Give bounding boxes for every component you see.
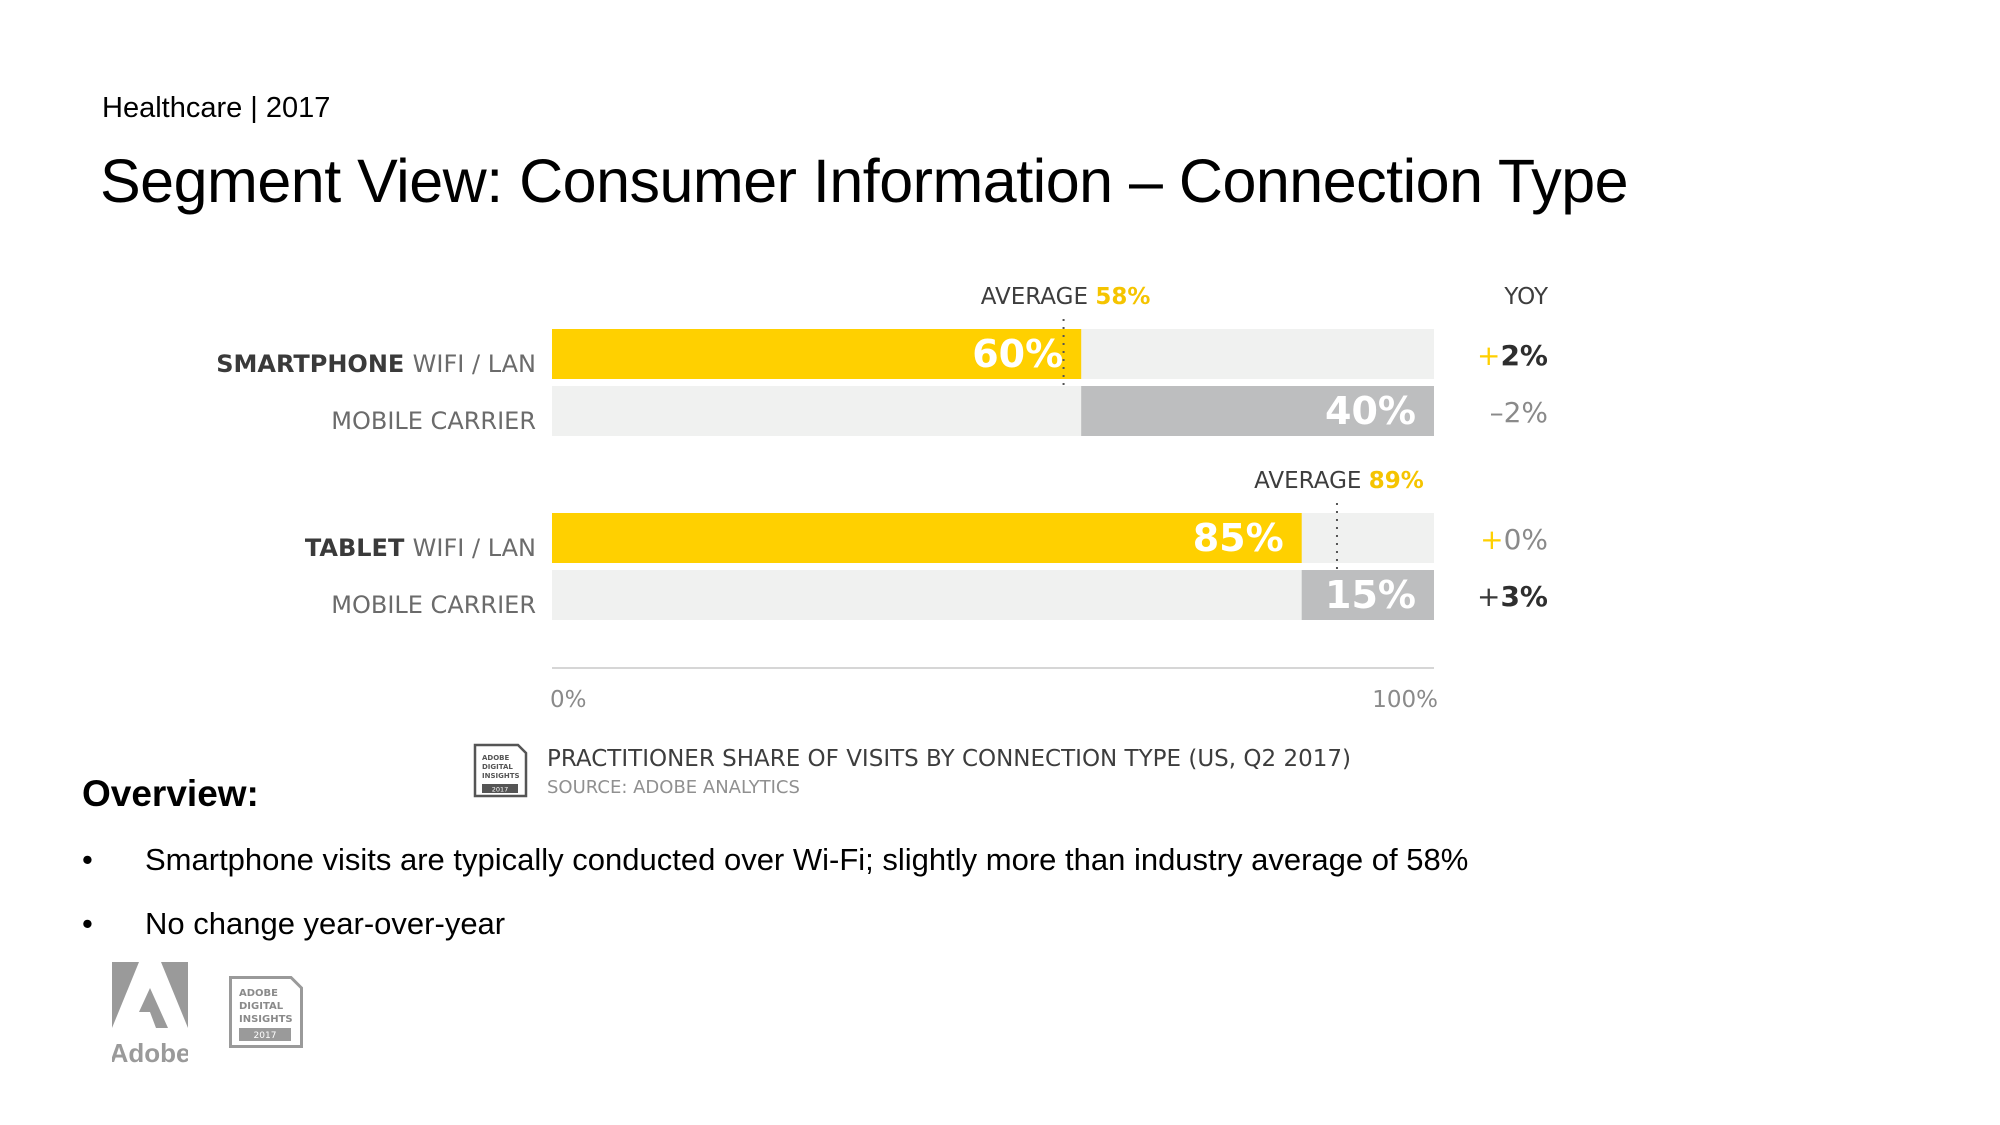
svg-text:DIGITAL: DIGITAL <box>482 763 513 771</box>
device-name: SMARTPHONE <box>216 350 412 378</box>
adobe-logo-icon: Adobe <box>112 962 188 1066</box>
page-title: Segment View: Consumer Information – Con… <box>100 147 1629 215</box>
svg-text:2017: 2017 <box>254 1031 277 1041</box>
x-tick-label: 100% <box>1372 687 1438 713</box>
connection-label: WIFI / LAN <box>413 534 536 562</box>
bullet-marker: • <box>82 842 93 877</box>
average-value: 58% <box>1095 284 1150 310</box>
device-name: TABLET <box>305 534 413 562</box>
average-label: AVERAGE 89% <box>1254 468 1424 494</box>
connection-type-chart: YOY AVERAGE 58% 60% SMARTPHONE WIFI / LAN +2… <box>216 284 1549 798</box>
connection-label: WIFI / LAN <box>413 350 536 378</box>
overview-bullet: • No change year-over-year <box>82 904 1468 968</box>
yoy-header: YOY <box>1503 284 1549 310</box>
bar-value-label: 40% <box>1325 389 1416 433</box>
overview-bullet-text: Smartphone visits are typically conducte… <box>145 842 1469 877</box>
yoy-number: 2% <box>1504 396 1548 429</box>
svg-text:ADOBE: ADOBE <box>239 988 278 999</box>
yoy-sign: + <box>1477 339 1500 372</box>
average-label: AVERAGE 58% <box>981 284 1151 310</box>
overview-bullets: • Smartphone visits are typically conduct… <box>82 840 1468 968</box>
svg-text:INSIGHTS: INSIGHTS <box>239 1014 293 1025</box>
chart-badge-icon: ADOBE DIGITAL INSIGHTS 2017 <box>473 743 528 798</box>
bar-tablet-wifi <box>552 513 1302 563</box>
svg-text:ADOBE: ADOBE <box>482 754 510 762</box>
yoy-sign: + <box>1477 580 1500 613</box>
yoy-value: +3% <box>1477 580 1548 613</box>
row-label: MOBILE CARRIER <box>331 407 536 435</box>
bar-value-label: 85% <box>1193 516 1284 560</box>
row-label: MOBILE CARRIER <box>331 591 536 619</box>
row-label: TABLET WIFI / LAN <box>305 534 536 562</box>
row-label: SMARTPHONE WIFI / LAN <box>216 350 536 378</box>
svg-text:2017: 2017 <box>492 786 509 794</box>
chart-caption: PRACTITIONER SHARE OF VISITS BY CONNECTI… <box>547 746 1351 772</box>
bar-smartphone-mobile <box>1081 386 1434 436</box>
bar-value-label: 15% <box>1325 573 1416 617</box>
adobe-wordmark: Adobe <box>112 1038 188 1066</box>
bar-smartphone-wifi <box>552 329 1082 379</box>
yoy-value: –2% <box>1490 396 1548 429</box>
bar-tablet-mobile <box>1301 570 1434 620</box>
connection-label: MOBILE CARRIER <box>331 591 536 619</box>
average-value: 89% <box>1369 468 1424 494</box>
chart-source: SOURCE: ADOBE ANALYTICS <box>547 777 800 798</box>
page-kicker: Healthcare | 2017 <box>102 92 331 124</box>
yoy-number: 2% <box>1500 339 1548 372</box>
svg-text:INSIGHTS: INSIGHTS <box>482 772 520 780</box>
overview-heading: Overview: <box>82 773 259 814</box>
yoy-sign: + <box>1480 523 1503 556</box>
x-tick-label: 0% <box>550 687 587 713</box>
yoy-value: +2% <box>1477 339 1548 372</box>
average-label-text: AVERAGE <box>981 284 1096 310</box>
yoy-value: +0% <box>1480 523 1548 556</box>
overview-bullet: • Smartphone visits are typically conduct… <box>82 840 1468 904</box>
yoy-sign: – <box>1490 396 1504 429</box>
average-label-text: AVERAGE <box>1254 468 1369 494</box>
yoy-number: 0% <box>1504 523 1548 556</box>
adobe-digital-insights-logo-icon: ADOBE DIGITAL INSIGHTS 2017 <box>229 976 303 1048</box>
bar-track <box>552 570 1434 620</box>
yoy-number: 3% <box>1500 580 1548 613</box>
bullet-marker: • <box>82 906 93 941</box>
bar-value-label: 60% <box>972 332 1063 376</box>
svg-text:DIGITAL: DIGITAL <box>239 1001 284 1012</box>
connection-label: MOBILE CARRIER <box>331 407 536 435</box>
overview-bullet-text: No change year-over-year <box>145 906 506 941</box>
